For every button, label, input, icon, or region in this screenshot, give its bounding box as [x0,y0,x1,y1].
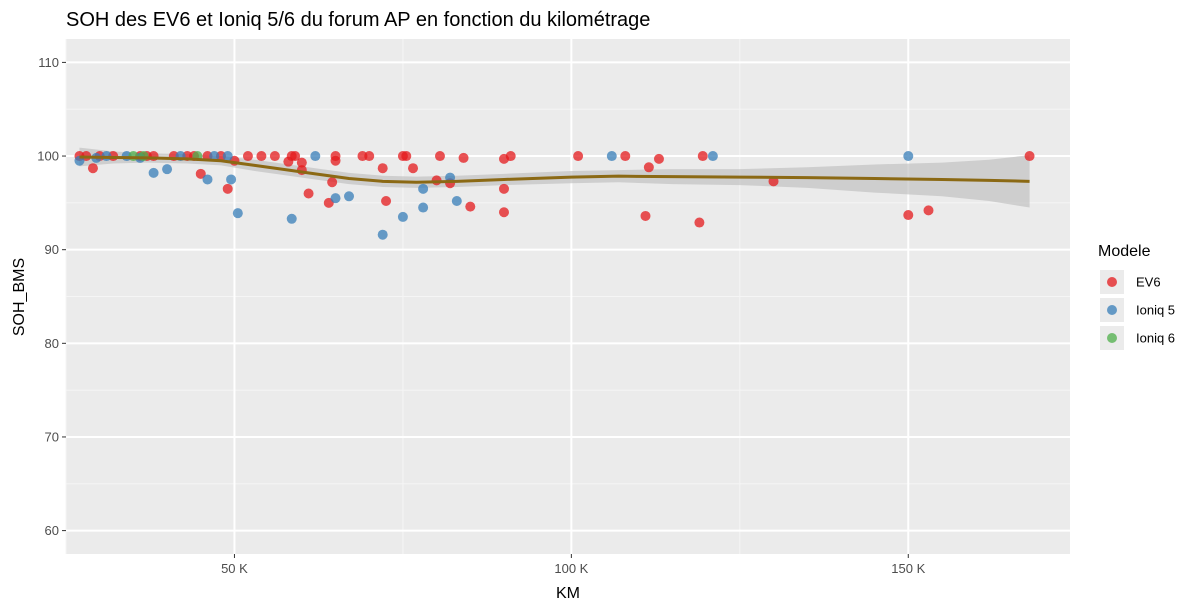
data-point-ev6 [364,151,375,162]
y-axis-ticks: 60 70 80 90 100 110 [37,55,66,538]
data-point-ev6 [87,163,98,174]
data-point-ev6 [408,163,419,174]
legend-label-ev6: EV6 [1136,275,1161,290]
data-point-ev6 [242,151,253,162]
data-point-ioniq-5 [202,174,213,185]
minor-gridlines [65,39,1070,554]
data-point-ioniq-6 [128,151,139,162]
data-point-ioniq-5 [222,151,233,162]
data-point-ev6 [498,207,509,218]
x-tick-label: 100 K [554,561,588,576]
legend: Modele EV6 Ioniq 5 Ioniq 6 [1098,243,1175,350]
legend-title: Modele [1098,243,1151,260]
data-point-ev6 [434,151,445,162]
y-tick-label: 60 [45,523,59,538]
data-point-ev6 [401,151,412,162]
data-point-ioniq-5 [377,229,388,240]
x-tick-label: 50 K [221,561,248,576]
data-point-ev6 [573,151,584,162]
data-point-ioniq-5 [344,191,355,202]
data-point-ioniq-5 [707,151,718,162]
x-axis-ticks: 50 K 100 K 150 K [221,554,926,576]
data-point-ev6 [694,217,705,228]
data-point-ev6 [458,152,469,163]
data-point-ioniq-5 [397,211,408,222]
data-point-ev6 [269,151,280,162]
legend-key-ev6 [1107,277,1117,287]
data-point-ioniq-5 [418,202,429,213]
data-point-ev6 [303,188,314,199]
legend-key-ioniq-6 [1107,333,1117,343]
data-point-ioniq-5 [148,167,159,178]
legend-label-ioniq-6: Ioniq 6 [1136,331,1175,346]
data-point-ev6 [195,168,206,179]
data-point-ev6 [330,151,341,162]
data-point-ev6 [377,163,388,174]
data-point-ev6 [643,162,654,173]
data-point-ev6 [640,210,651,221]
data-point-ioniq-5 [226,174,237,185]
y-tick-label: 70 [45,429,59,444]
data-point-ioniq-5 [418,183,429,194]
y-axis-title: SOH_BMS [11,258,28,336]
legend-label-ioniq-5: Ioniq 5 [1136,303,1175,318]
x-tick-label: 150 K [891,561,925,576]
data-point-ev6 [620,151,631,162]
data-point-ev6 [381,195,392,206]
data-point-ioniq-5 [330,193,341,204]
points-layer [74,151,1035,240]
smooth-line-layer [79,155,1030,184]
data-point-ioniq-5 [162,164,173,175]
data-point-ioniq-5 [232,208,243,219]
data-point-ioniq-5 [451,195,462,206]
data-point-ev6 [290,151,301,162]
x-axis-title: KM [556,585,580,602]
data-point-ioniq-5 [903,151,914,162]
data-point-ev6 [1024,151,1035,162]
data-point-ioniq-6 [138,151,149,162]
data-point-ev6 [256,151,267,162]
data-point-ev6 [653,153,664,164]
data-point-ev6 [465,201,476,212]
data-point-ioniq-5 [209,151,220,162]
smooth-trend-line [79,155,1030,184]
data-point-ev6 [296,157,307,168]
chart-title: SOH des EV6 et Ioniq 5/6 du forum AP en … [66,9,650,31]
legend-items: EV6 Ioniq 5 Ioniq 6 [1100,270,1175,350]
y-tick-label: 110 [38,55,59,70]
data-point-ioniq-5 [606,151,617,162]
data-point-ev6 [903,210,914,221]
y-tick-label: 100 [37,149,59,164]
legend-key-ioniq-5 [1107,305,1117,315]
y-tick-label: 90 [45,242,59,257]
data-point-ioniq-5 [310,151,321,162]
data-point-ev6 [327,177,338,188]
data-point-ev6 [498,183,509,194]
y-tick-label: 80 [45,336,59,351]
data-point-ev6 [697,151,708,162]
data-point-ev6 [222,183,233,194]
data-point-ev6 [505,151,516,162]
data-point-ioniq-5 [286,213,297,224]
data-point-ev6 [923,205,934,216]
